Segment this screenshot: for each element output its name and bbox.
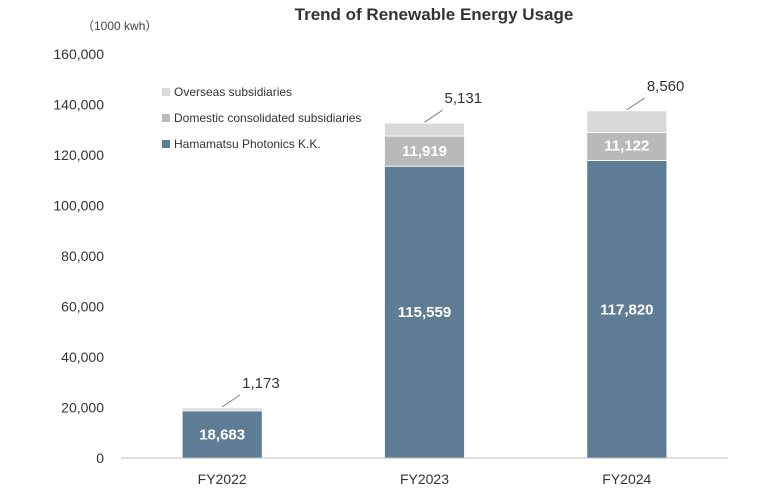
data-labels-group: 18,683 1,173 115,559 11,919 5,131 117,820 11,1… — [199, 78, 684, 444]
y-tick-label: 40,000 — [61, 349, 104, 365]
bar-segment — [586, 160, 668, 459]
x-axis: FY2022 FY2023 FY2024 — [198, 471, 652, 487]
callout-leader-line — [626, 97, 646, 111]
x-tick-label: FY2024 — [602, 471, 651, 487]
data-label-callout: 5,131 — [445, 90, 483, 107]
legend-swatch — [162, 114, 170, 122]
x-tick-label: FY2023 — [400, 471, 449, 487]
callout-leader-line — [221, 394, 241, 408]
y-tick-label: 80,000 — [61, 248, 104, 264]
y-axis: 0 20,000 40,000 60,000 80,000 100,000 120,000 1… — [53, 46, 104, 466]
bar-segment — [181, 410, 263, 459]
bar-segment — [181, 407, 263, 412]
y-tick-label: 20,000 — [61, 400, 104, 416]
y-tick-label: 140,000 — [53, 97, 104, 113]
bar-segment — [384, 122, 465, 137]
bar-segment — [384, 165, 465, 459]
y-tick-label: 100,000 — [53, 198, 104, 214]
chart-title: Trend of Renewable Energy Usage — [295, 5, 574, 24]
bar-segment — [586, 132, 668, 161]
callout-leader-line — [424, 109, 443, 123]
data-label: 117,820 — [600, 301, 653, 318]
data-label-callout: 1,173 — [242, 375, 280, 392]
y-tick-label: 0 — [96, 450, 104, 466]
legend-swatch — [162, 140, 170, 148]
bar-segment — [586, 110, 668, 133]
y-tick-label: 60,000 — [61, 299, 104, 315]
legend-entry: Hamamatsu Photonics K.K. — [174, 137, 321, 151]
data-label: 11,122 — [604, 138, 649, 155]
legend-swatch — [162, 88, 170, 96]
data-label-callout: 8,560 — [647, 78, 685, 95]
y-tick-label: 160,000 — [53, 46, 104, 62]
legend-entry: Domestic consolidated subsidiaries — [174, 111, 361, 125]
legend-entry: Overseas subsidiaries — [174, 85, 292, 99]
x-tick-label: FY2022 — [198, 471, 247, 487]
y-unit-label: （1000 kwh） — [82, 19, 157, 33]
y-tick-label: 120,000 — [53, 147, 104, 163]
data-label: 115,559 — [398, 304, 451, 321]
data-label: 18,683 — [199, 426, 245, 443]
legend: Overseas subsidiaries Domestic consolidat… — [162, 85, 361, 151]
bars-group — [181, 110, 668, 459]
data-label: 11,919 — [402, 143, 447, 160]
